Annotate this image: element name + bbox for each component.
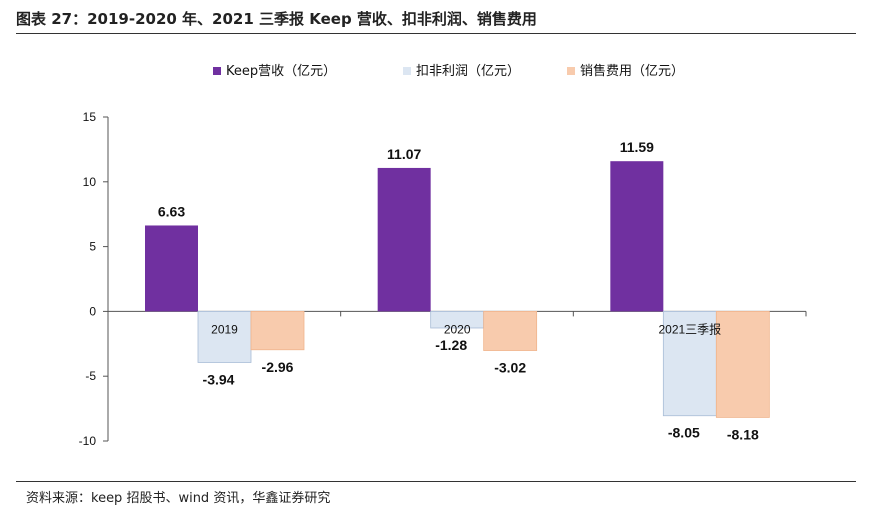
- legend-label-2: 扣非利润（亿元）: [416, 64, 520, 79]
- chart-title: 图表 27：2019-2020 年、2021 三季报 Keep 营收、扣非利润、…: [16, 10, 537, 28]
- bar: [483, 310, 538, 351]
- bar: [377, 167, 431, 312]
- y-tick-label: -5: [85, 369, 96, 383]
- bar: [662, 310, 717, 417]
- data-label: -8.18: [727, 426, 759, 442]
- bar: [250, 310, 305, 351]
- bar: [145, 225, 198, 312]
- x-category-label: 2019: [211, 322, 238, 336]
- data-label: -1.28: [435, 337, 467, 353]
- bar: [197, 310, 252, 363]
- y-tick-label: 0: [89, 304, 96, 318]
- x-category-label: 2020: [444, 322, 471, 336]
- legend-label-1: Keep营收（亿元）: [226, 64, 336, 79]
- bar: [715, 310, 770, 418]
- legend-swatch-2: [403, 67, 411, 75]
- y-tick-label: 15: [83, 110, 97, 124]
- bar: [610, 161, 664, 312]
- y-tick-label: -10: [79, 434, 97, 448]
- data-label: -8.05: [668, 425, 700, 441]
- y-tick-label: 5: [89, 240, 96, 254]
- data-label: -3.94: [203, 371, 235, 387]
- data-label: 11.07: [387, 146, 421, 162]
- data-label: 11.59: [620, 139, 654, 155]
- legend-swatch-1: [213, 67, 221, 75]
- legend-label-3: 销售费用（亿元）: [580, 63, 684, 79]
- y-tick-label: 10: [83, 175, 97, 189]
- source-note: 资料来源：keep 招股书、wind 资讯，华鑫证券研究: [26, 491, 331, 506]
- legend-swatch-3: [567, 67, 575, 75]
- title-divider: [16, 33, 856, 34]
- source-divider: [16, 481, 856, 482]
- data-label: 6.63: [158, 203, 185, 219]
- data-label: -2.96: [262, 359, 294, 375]
- data-label: -3.02: [494, 360, 526, 376]
- x-category-label: 2021三季报: [658, 321, 721, 336]
